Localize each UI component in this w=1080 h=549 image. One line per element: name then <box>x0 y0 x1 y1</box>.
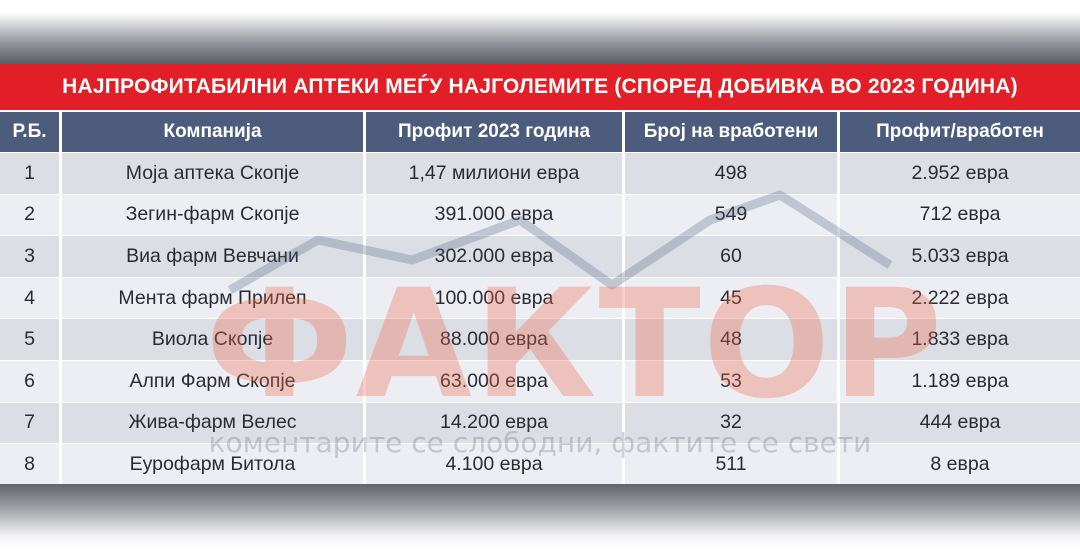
header-profit: Профит 2023 година <box>366 112 625 152</box>
cell-rank: 2 <box>0 193 62 236</box>
cell-rank: 7 <box>0 401 62 444</box>
cell-employees: 549 <box>625 193 840 236</box>
cell-rank: 5 <box>0 318 62 360</box>
cell-rank: 3 <box>0 235 62 277</box>
cell-profit: 14.200 евра <box>366 401 625 444</box>
cell-company: Виа фарм Вевчани <box>62 235 366 277</box>
cell-profit: 100.000 евра <box>366 276 625 319</box>
table-grid: Р.Б. Компанија Профит 2023 година Број н… <box>0 110 1080 485</box>
table-title-text: НАЈПРОФИТАБИЛНИ АПТЕКИ МЕЃУ НАЈГОЛЕМИТЕ … <box>62 75 1018 98</box>
header-employees: Број на вработени <box>625 112 840 152</box>
cell-employees: 498 <box>625 152 840 194</box>
cell-profit-per-employee: 444 евра <box>840 401 1080 444</box>
cell-profit-per-employee: 5.033 евра <box>840 235 1080 277</box>
cell-rank: 6 <box>0 359 62 402</box>
cell-profit: 1,47 милиони евра <box>366 152 625 194</box>
pharmacy-profit-table: Р.Б. Компанија Профит 2023 година Број н… <box>0 110 1080 485</box>
cell-rank: 8 <box>0 443 62 485</box>
cell-rank: 4 <box>0 276 62 319</box>
cell-profit: 63.000 евра <box>366 359 625 402</box>
cell-employees: 53 <box>625 359 840 402</box>
cell-profit: 302.000 евра <box>366 235 625 277</box>
bottom-shadow-band <box>0 484 1080 549</box>
header-rank: Р.Б. <box>0 112 62 152</box>
cell-profit-per-employee: 712 евра <box>840 193 1080 236</box>
cell-company: Мента фарм Прилеп <box>62 276 366 319</box>
cell-profit-per-employee: 2.222 евра <box>840 276 1080 319</box>
cell-employees: 45 <box>625 276 840 319</box>
cell-company: Виола Скопје <box>62 318 366 360</box>
header-company: Компанија <box>62 112 366 152</box>
cell-profit: 4.100 евра <box>366 443 625 485</box>
cell-profit: 391.000 евра <box>366 193 625 236</box>
cell-employees: 511 <box>625 443 840 485</box>
cell-profit-per-employee: 1.189 евра <box>840 359 1080 402</box>
cell-company: Зегин-фарм Скопје <box>62 193 366 236</box>
cell-company: Моја аптека Скопје <box>62 152 366 194</box>
cell-employees: 32 <box>625 401 840 444</box>
cell-profit-per-employee: 2.952 евра <box>840 152 1080 194</box>
cell-company: Жива-фарм Велес <box>62 401 366 444</box>
cell-company: Еурофарм Битола <box>62 443 366 485</box>
header-profit-per-employee: Профит/вработен <box>840 112 1080 152</box>
cell-profit: 88.000 евра <box>366 318 625 360</box>
cell-employees: 60 <box>625 235 840 277</box>
cell-employees: 48 <box>625 318 840 360</box>
cell-profit-per-employee: 8 евра <box>840 443 1080 485</box>
table-title: НАЈПРОФИТАБИЛНИ АПТЕКИ МЕЃУ НАЈГОЛЕМИТЕ … <box>0 64 1080 110</box>
cell-profit-per-employee: 1.833 евра <box>840 318 1080 360</box>
cell-company: Алпи Фарм Скопје <box>62 359 366 402</box>
top-shadow-band <box>0 0 1080 64</box>
cell-rank: 1 <box>0 152 62 194</box>
